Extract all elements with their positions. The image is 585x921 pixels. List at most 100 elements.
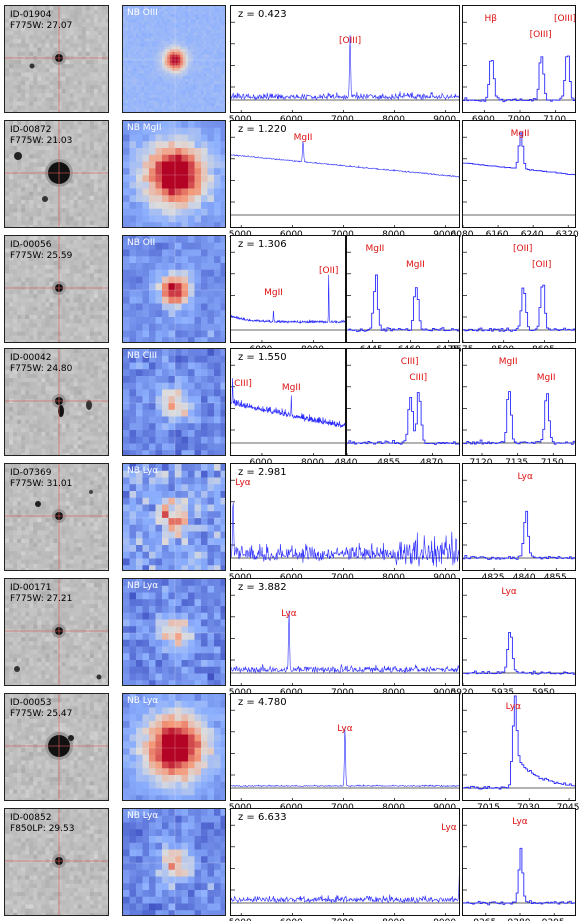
nb-pixel bbox=[123, 202, 130, 210]
nb-pixel bbox=[159, 38, 163, 42]
noise-pixel bbox=[37, 323, 42, 328]
noise-pixel bbox=[41, 162, 46, 167]
noise-pixel bbox=[85, 310, 91, 316]
nb-pixel bbox=[180, 35, 184, 39]
noise-pixel bbox=[93, 369, 99, 375]
narrowband-map: NB OII bbox=[122, 235, 226, 343]
noise-pixel bbox=[65, 331, 70, 336]
nb-pixel bbox=[154, 81, 158, 85]
noise-pixel bbox=[13, 436, 18, 441]
nb-pixel bbox=[206, 111, 210, 112]
noise-pixel bbox=[53, 302, 58, 307]
noise-pixel bbox=[61, 199, 66, 205]
nb-pixel bbox=[198, 11, 202, 15]
noise-pixel bbox=[89, 444, 95, 449]
noise-pixel bbox=[105, 212, 108, 217]
nb-pixel bbox=[188, 27, 191, 31]
noise-pixel bbox=[49, 133, 54, 138]
noise-pixel bbox=[25, 39, 30, 44]
noise-pixel bbox=[45, 432, 50, 437]
noise-pixel bbox=[89, 60, 95, 65]
nb-pixel bbox=[129, 337, 137, 342]
nb-pixel bbox=[180, 70, 184, 74]
nb-pixel bbox=[169, 43, 173, 47]
nb-pixel bbox=[201, 108, 204, 112]
noise-pixel bbox=[49, 129, 54, 134]
noise-pixel bbox=[97, 80, 103, 86]
noise-pixel bbox=[77, 415, 83, 420]
noise-pixel bbox=[5, 298, 10, 303]
noise-pixel bbox=[105, 121, 108, 126]
noise-pixel bbox=[105, 6, 108, 11]
noise-pixel bbox=[89, 440, 95, 445]
nb-pixel bbox=[159, 62, 163, 66]
noise-pixel bbox=[85, 47, 91, 52]
noise-pixel bbox=[65, 133, 70, 138]
nb-pixel bbox=[136, 57, 139, 61]
nb-pixel bbox=[146, 100, 150, 104]
noise-pixel bbox=[41, 141, 46, 147]
nb-pixel bbox=[149, 8, 152, 12]
noise-pixel bbox=[13, 269, 18, 274]
nb-pixel bbox=[180, 100, 184, 104]
noise-pixel bbox=[53, 22, 58, 28]
noise-pixel bbox=[13, 382, 18, 387]
noise-pixel bbox=[21, 133, 26, 138]
noise-pixel bbox=[97, 365, 103, 371]
noise-pixel bbox=[73, 125, 78, 130]
noise-pixel bbox=[97, 166, 103, 172]
nb-pixel bbox=[133, 76, 137, 80]
nb-pixel bbox=[224, 16, 225, 20]
nb-pixel bbox=[169, 111, 173, 112]
nb-pixel bbox=[221, 84, 225, 88]
nb-pixel bbox=[156, 92, 160, 96]
noise-pixel bbox=[89, 382, 95, 387]
nb-pixel bbox=[155, 317, 163, 325]
nb-pixel bbox=[155, 263, 163, 271]
noise-pixel bbox=[65, 302, 70, 307]
noise-pixel bbox=[81, 30, 87, 36]
noise-pixel bbox=[69, 93, 74, 98]
nb-pixel bbox=[188, 148, 195, 156]
nb-pixel bbox=[146, 30, 150, 34]
nb-pixel bbox=[214, 78, 217, 82]
noise-pixel bbox=[97, 187, 103, 192]
nb-pixel bbox=[211, 33, 215, 36]
noise-pixel bbox=[73, 361, 78, 366]
noise-pixel bbox=[49, 252, 54, 258]
noise-pixel bbox=[85, 195, 91, 201]
nb-pixel bbox=[123, 41, 126, 45]
noise-pixel bbox=[5, 220, 10, 226]
noise-pixel bbox=[77, 145, 83, 151]
nb-pixel bbox=[154, 30, 158, 34]
noise-pixel bbox=[5, 195, 10, 201]
noise-pixel bbox=[93, 373, 99, 379]
nb-pixel bbox=[136, 62, 139, 66]
nb-pixel bbox=[125, 46, 129, 50]
nb-pixel bbox=[188, 92, 191, 96]
nb-pixel bbox=[154, 73, 158, 77]
noise-pixel bbox=[25, 386, 30, 391]
nb-pixel bbox=[181, 317, 189, 325]
noise-pixel bbox=[25, 47, 30, 52]
noise-pixel bbox=[85, 314, 91, 320]
nb-pixel bbox=[142, 134, 150, 142]
noise-pixel bbox=[105, 84, 108, 90]
noise-pixel bbox=[81, 240, 87, 245]
noise-pixel bbox=[105, 179, 108, 184]
noise-pixel bbox=[89, 323, 95, 328]
noise-pixel bbox=[81, 105, 87, 111]
noise-pixel bbox=[33, 373, 38, 379]
noise-pixel bbox=[101, 240, 107, 245]
noise-pixel bbox=[49, 26, 54, 32]
nb-pixel bbox=[159, 8, 163, 12]
noise-pixel bbox=[21, 411, 26, 416]
noise-pixel bbox=[57, 365, 62, 371]
noise-pixel bbox=[85, 212, 91, 217]
noise-pixel bbox=[73, 60, 78, 65]
nb-pixel bbox=[185, 60, 189, 63]
narrowband-image bbox=[123, 236, 225, 342]
noise-pixel bbox=[89, 129, 95, 134]
noise-pixel bbox=[93, 419, 99, 425]
noise-pixel bbox=[25, 248, 30, 253]
